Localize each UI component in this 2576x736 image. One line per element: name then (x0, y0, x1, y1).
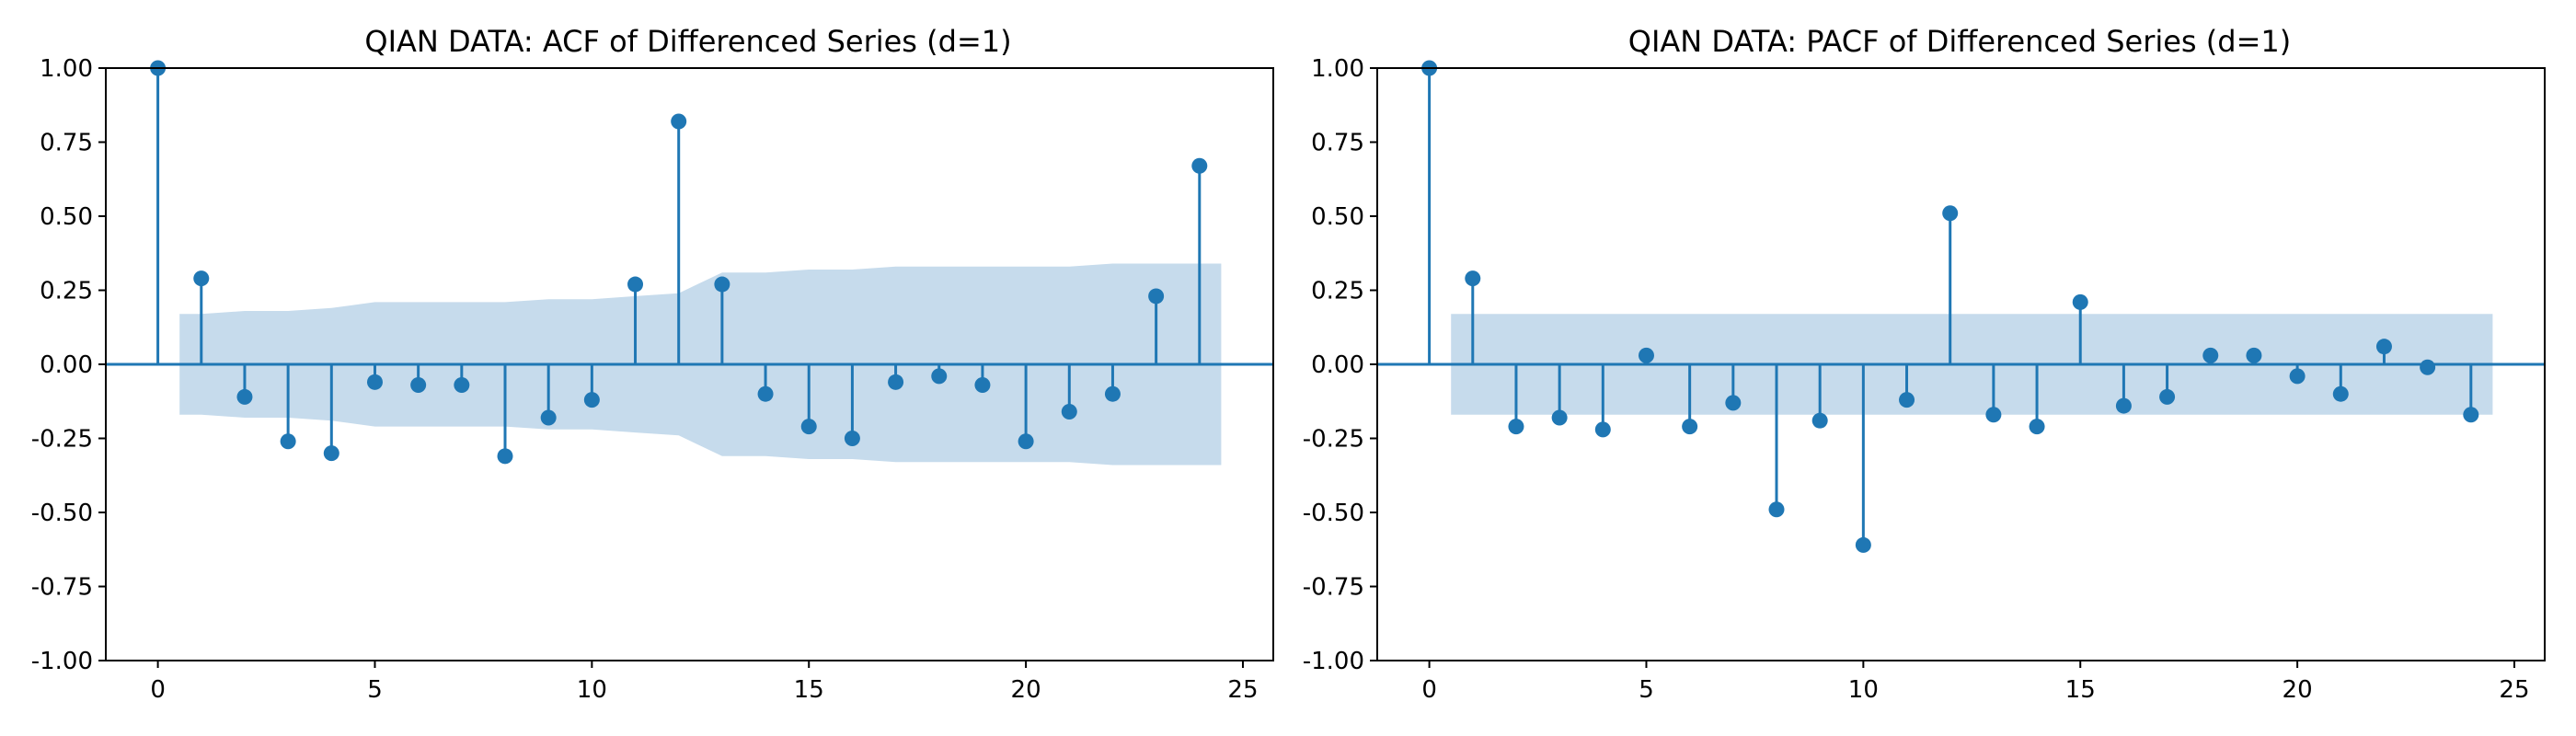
acf-ytick-label: 0.75 (40, 130, 93, 157)
pacf-ytick-label: -0.50 (1303, 500, 1364, 527)
pacf-xtick-label: 5 (1639, 676, 1654, 704)
acf-marker-lag-23 (1148, 288, 1165, 305)
acf-marker-lag-3 (280, 433, 296, 450)
pacf-ytick-label: 0.25 (1311, 278, 1364, 305)
pacf-xtick-label: 15 (2065, 676, 2096, 704)
acf-marker-lag-20 (1018, 433, 1034, 450)
acf-ytick-label: -0.50 (31, 500, 93, 527)
pacf-marker-lag-21 (2332, 385, 2349, 402)
pacf-marker-lag-19 (2246, 347, 2262, 363)
pacf-marker-lag-24 (2463, 407, 2479, 423)
pacf-marker-lag-5 (1638, 347, 1654, 363)
acf-marker-lag-17 (888, 374, 904, 390)
pacf-marker-lag-8 (1768, 501, 1785, 518)
pacf-marker-lag-7 (1725, 395, 1742, 411)
pacf-marker-lag-10 (1855, 536, 1871, 553)
pacf-marker-lag-13 (1985, 407, 2002, 423)
acf-marker-lag-8 (497, 448, 513, 465)
acf-marker-lag-16 (844, 431, 860, 446)
acf-marker-lag-6 (410, 377, 427, 394)
pacf-xtick-label: 25 (2499, 676, 2529, 704)
acf-marker-lag-21 (1061, 404, 1077, 420)
pacf-marker-lag-18 (2202, 347, 2219, 363)
pacf-marker-lag-1 (1465, 270, 1481, 287)
acf-marker-lag-2 (236, 388, 253, 405)
pacf-marker-lag-22 (2375, 339, 2392, 355)
pacf-marker-lag-20 (2289, 368, 2306, 385)
pacf-ytick-label: 0.00 (1311, 351, 1364, 379)
pacf-panel: 1.00 0.75 0.50 0.25 0.00 -0.25 -0.50 -0.75 -1.00… (1303, 24, 2546, 704)
acf-marker-lag-5 (366, 374, 383, 390)
acf-ytick-label: 0.00 (40, 351, 93, 379)
acf-marker-lag-22 (1104, 385, 1121, 402)
acf-marker-lag-18 (931, 368, 948, 385)
acf-marker-lag-10 (583, 392, 600, 408)
acf-ytick-label: 0.25 (40, 278, 93, 305)
pacf-marker-lag-4 (1594, 421, 1611, 438)
pacf-marker-lag-15 (2072, 293, 2088, 310)
acf-title: QIAN DATA: ACF of Differenced Series (d=… (364, 24, 1011, 59)
pacf-marker-lag-17 (2159, 388, 2176, 405)
pacf-marker-lag-2 (1508, 419, 1524, 435)
acf-marker-lag-24 (1191, 157, 1208, 174)
pacf-marker-lag-6 (1682, 419, 1698, 435)
pacf-xtick-label: 10 (1848, 676, 1879, 704)
pacf-ytick-label: -0.75 (1303, 574, 1364, 602)
pacf-marker-lag-14 (2029, 419, 2045, 435)
acf-marker-lag-19 (974, 377, 991, 394)
pacf-marker-lag-23 (2420, 359, 2436, 375)
acf-ytick-label: -0.75 (31, 574, 93, 602)
pacf-marker-lag-3 (1551, 409, 1568, 426)
pacf-marker-lag-12 (1942, 205, 1959, 222)
pacf-xtick-label: 20 (2283, 676, 2313, 704)
acf-marker-lag-1 (193, 270, 210, 287)
pacf-ytick-label: 1.00 (1311, 55, 1364, 83)
pacf-ytick-label: -1.00 (1303, 648, 1364, 675)
pacf-title: QIAN DATA: PACF of Differenced Series (d… (1628, 24, 2291, 59)
acf-ytick-label: -0.25 (31, 426, 93, 454)
pacf-marker-lag-9 (1811, 412, 1828, 429)
pacf-ytick-label: 0.75 (1311, 130, 1364, 157)
acf-xtick-label: 10 (577, 676, 607, 704)
pacf-xtick-label: 0 (1421, 676, 1437, 704)
acf-marker-lag-15 (800, 419, 817, 435)
acf-panel: 1.00 0.75 0.50 0.25 0.00 -0.25 -0.50 -0.75 -1.00… (31, 24, 1274, 704)
acf-marker-lag-14 (757, 385, 774, 402)
pacf-marker-lag-16 (2115, 397, 2132, 414)
acf-xtick-label: 20 (1011, 676, 1041, 704)
acf-xtick-label: 5 (367, 676, 383, 704)
acf-ytick-label: 0.50 (40, 203, 93, 231)
acf-marker-lag-13 (714, 276, 730, 293)
acf-marker-lag-11 (627, 276, 644, 293)
acf-xtick-label: 15 (794, 676, 824, 704)
acf-xtick-label: 0 (150, 676, 166, 704)
acf-ytick-label: 1.00 (40, 55, 93, 83)
acf-marker-lag-9 (540, 409, 557, 426)
acf-ytick-label: -1.00 (31, 648, 93, 675)
acf-marker-lag-12 (671, 113, 687, 130)
pacf-ytick-label: -0.25 (1303, 426, 1364, 454)
acf-marker-lag-4 (323, 445, 339, 462)
acf-marker-lag-7 (454, 377, 470, 394)
pacf-marker-lag-11 (1899, 392, 1915, 408)
acf-xtick-label: 25 (1227, 676, 1258, 704)
pacf-ytick-label: 0.50 (1311, 203, 1364, 231)
